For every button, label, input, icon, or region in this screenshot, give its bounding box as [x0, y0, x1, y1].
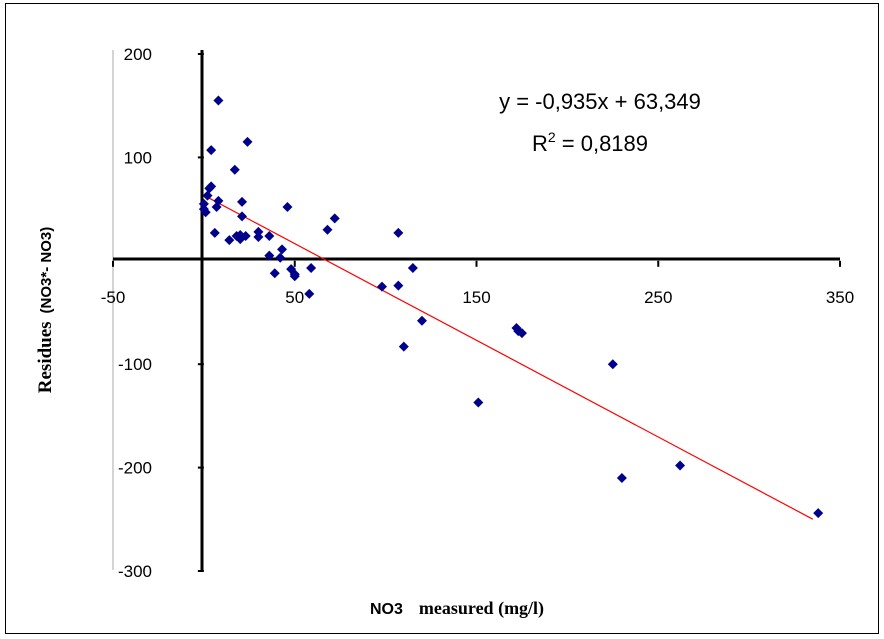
data-point: [206, 181, 217, 192]
data-point: [213, 95, 224, 106]
data-point: [376, 281, 387, 292]
y-axis-label: Residues (NO3*- NO3): [35, 227, 56, 393]
y-tick-label: -200: [118, 459, 152, 478]
data-point: [616, 472, 627, 483]
x-axis-label: NO3 measured (mg/l): [370, 598, 544, 619]
data-point: [253, 226, 264, 237]
y-tick-labels: 200 100 -100 -200 -300: [118, 45, 152, 581]
data-point: [242, 136, 253, 147]
data-point: [289, 269, 300, 280]
x-tick-marks: [112, 260, 841, 267]
data-points: [198, 95, 824, 519]
x-tick-labels: -50 50 150 250 350: [101, 288, 854, 307]
data-point: [253, 232, 264, 243]
data-point: [407, 263, 418, 274]
x-tick-label: -50: [101, 288, 126, 307]
data-point: [264, 230, 275, 241]
data-point: [237, 211, 248, 222]
r-squared-value: = 0,8189: [556, 131, 648, 156]
data-point: [224, 235, 235, 246]
x-axis-label-main: measured (mg/l): [419, 598, 544, 619]
data-point: [306, 263, 317, 274]
r-squared-symbol: R: [532, 131, 548, 156]
data-point: [516, 328, 527, 339]
y-tick-marks: [197, 53, 204, 572]
trendline-equation: y = -0,935x + 63,349: [499, 89, 701, 114]
data-point: [206, 145, 217, 156]
data-point: [322, 224, 333, 235]
data-point: [398, 341, 409, 352]
data-point: [229, 164, 240, 175]
x-axis-label-prefix: NO3: [370, 601, 403, 618]
y-tick-label: -100: [118, 355, 152, 374]
data-point: [264, 250, 275, 261]
y-axis-label-main: Residues: [35, 321, 56, 393]
data-point: [202, 190, 213, 201]
data-point: [277, 244, 288, 255]
data-point: [675, 460, 686, 471]
trendline: [203, 194, 814, 520]
x-tick-label: 50: [285, 288, 304, 307]
data-point: [813, 508, 824, 519]
data-point: [393, 280, 404, 291]
data-point: [209, 227, 220, 238]
y-axis-label-sub: (NO3*- NO3): [38, 227, 55, 314]
data-point: [237, 196, 248, 207]
data-point: [213, 195, 224, 206]
data-point: [269, 268, 280, 279]
data-point: [200, 207, 211, 218]
data-point: [416, 315, 427, 326]
y-tick-label: 100: [124, 148, 152, 167]
r-squared-label: R2 = 0,8189: [532, 129, 648, 156]
x-tick-label: 250: [644, 288, 672, 307]
data-point: [240, 230, 251, 241]
data-point: [329, 213, 340, 224]
chart-frame: [5, 3, 879, 634]
y-tick-label: 200: [124, 45, 152, 64]
data-point: [275, 252, 286, 263]
data-point: [198, 198, 209, 209]
data-point: [393, 227, 404, 238]
x-tick-label: 150: [462, 288, 490, 307]
data-point: [607, 359, 618, 370]
y-tick-label: -300: [118, 562, 152, 581]
data-point: [473, 397, 484, 408]
r-squared-exponent: 2: [548, 129, 556, 145]
data-point: [304, 288, 315, 299]
data-point: [282, 202, 293, 213]
x-tick-label: 350: [826, 288, 854, 307]
